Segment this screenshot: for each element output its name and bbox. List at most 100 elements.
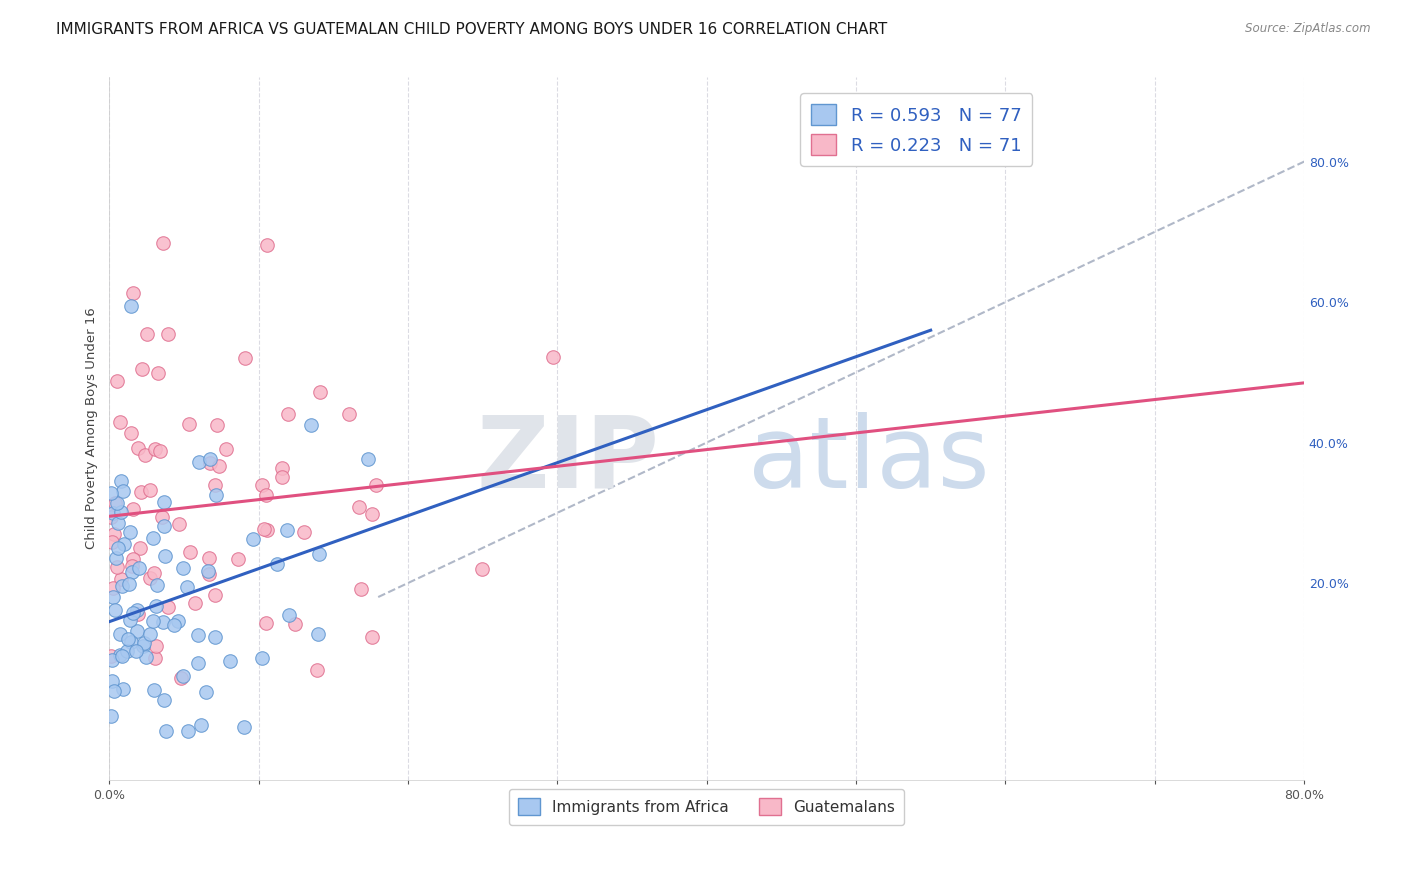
Point bbox=[101, 652, 124, 666]
Point bbox=[176, 580, 198, 594]
Point bbox=[266, 557, 288, 571]
Point bbox=[141, 532, 163, 546]
Point bbox=[254, 615, 277, 630]
Point bbox=[127, 607, 149, 621]
Point bbox=[233, 351, 256, 365]
Point bbox=[132, 639, 155, 653]
Point bbox=[112, 537, 135, 551]
Point bbox=[152, 615, 174, 629]
Point bbox=[195, 685, 218, 699]
Point bbox=[337, 407, 360, 421]
Point bbox=[252, 522, 274, 536]
Point bbox=[309, 384, 332, 399]
Point bbox=[177, 417, 200, 431]
Point bbox=[108, 648, 131, 663]
Point bbox=[153, 693, 176, 707]
Point bbox=[256, 238, 278, 252]
Point bbox=[184, 596, 207, 610]
Point bbox=[101, 506, 124, 520]
Point bbox=[250, 478, 273, 492]
Point bbox=[471, 562, 494, 576]
Point bbox=[198, 567, 221, 582]
Point bbox=[103, 590, 125, 604]
Point bbox=[107, 541, 129, 556]
Point bbox=[118, 576, 141, 591]
Point bbox=[121, 559, 143, 574]
Point bbox=[277, 408, 299, 422]
Point bbox=[167, 614, 190, 628]
Point bbox=[129, 541, 152, 556]
Point bbox=[103, 526, 125, 541]
Point bbox=[163, 618, 186, 632]
Point bbox=[105, 374, 128, 388]
Point bbox=[127, 624, 149, 638]
Point bbox=[142, 614, 165, 628]
Point bbox=[153, 519, 176, 533]
Point bbox=[122, 606, 145, 620]
Point bbox=[117, 644, 139, 658]
Point bbox=[179, 545, 201, 559]
Point bbox=[198, 551, 221, 566]
Point bbox=[250, 651, 273, 665]
Point bbox=[100, 535, 122, 549]
Point bbox=[350, 582, 373, 597]
Point bbox=[190, 718, 212, 732]
Point bbox=[143, 650, 166, 665]
Point bbox=[122, 551, 145, 566]
Point bbox=[145, 578, 167, 592]
Point bbox=[305, 663, 328, 677]
Point bbox=[271, 470, 294, 484]
Point bbox=[108, 627, 131, 641]
Legend: Immigrants from Africa, Guatemalans: Immigrants from Africa, Guatemalans bbox=[509, 789, 904, 824]
Y-axis label: Child Poverty Among Boys Under 16: Child Poverty Among Boys Under 16 bbox=[86, 308, 98, 549]
Point bbox=[132, 636, 155, 650]
Point bbox=[197, 564, 219, 578]
Point bbox=[108, 415, 131, 429]
Point bbox=[232, 720, 254, 734]
Point bbox=[104, 603, 127, 617]
Point bbox=[111, 649, 134, 664]
Point bbox=[204, 630, 226, 644]
Point bbox=[215, 442, 238, 456]
Point bbox=[139, 627, 162, 641]
Point bbox=[204, 478, 226, 492]
Point bbox=[121, 566, 143, 580]
Point bbox=[218, 654, 240, 668]
Point bbox=[187, 657, 209, 671]
Point bbox=[172, 669, 194, 683]
Point bbox=[105, 560, 128, 574]
Point bbox=[120, 425, 142, 440]
Text: IMMIGRANTS FROM AFRICA VS GUATEMALAN CHILD POVERTY AMONG BOYS UNDER 16 CORRELATI: IMMIGRANTS FROM AFRICA VS GUATEMALAN CHI… bbox=[56, 22, 887, 37]
Point bbox=[149, 443, 172, 458]
Point bbox=[125, 644, 148, 658]
Point bbox=[131, 361, 153, 376]
Point bbox=[100, 708, 122, 723]
Point bbox=[127, 442, 149, 456]
Point bbox=[104, 551, 127, 566]
Point bbox=[360, 507, 382, 521]
Point bbox=[121, 502, 143, 516]
Point bbox=[187, 455, 209, 469]
Point bbox=[100, 485, 122, 500]
Point bbox=[157, 600, 180, 615]
Point bbox=[110, 573, 132, 587]
Point bbox=[299, 417, 322, 432]
Point bbox=[136, 327, 159, 342]
Point bbox=[105, 495, 128, 509]
Point bbox=[139, 483, 162, 498]
Point bbox=[100, 510, 122, 524]
Point bbox=[145, 599, 167, 613]
Point bbox=[110, 505, 132, 519]
Point bbox=[361, 630, 384, 644]
Point bbox=[101, 673, 124, 688]
Point bbox=[205, 488, 228, 502]
Point bbox=[135, 650, 157, 665]
Point bbox=[364, 478, 387, 492]
Point bbox=[200, 451, 222, 466]
Point bbox=[271, 460, 294, 475]
Point bbox=[186, 628, 208, 642]
Point bbox=[143, 442, 166, 456]
Point bbox=[107, 516, 129, 531]
Text: Source: ZipAtlas.com: Source: ZipAtlas.com bbox=[1246, 22, 1371, 36]
Point bbox=[142, 682, 165, 697]
